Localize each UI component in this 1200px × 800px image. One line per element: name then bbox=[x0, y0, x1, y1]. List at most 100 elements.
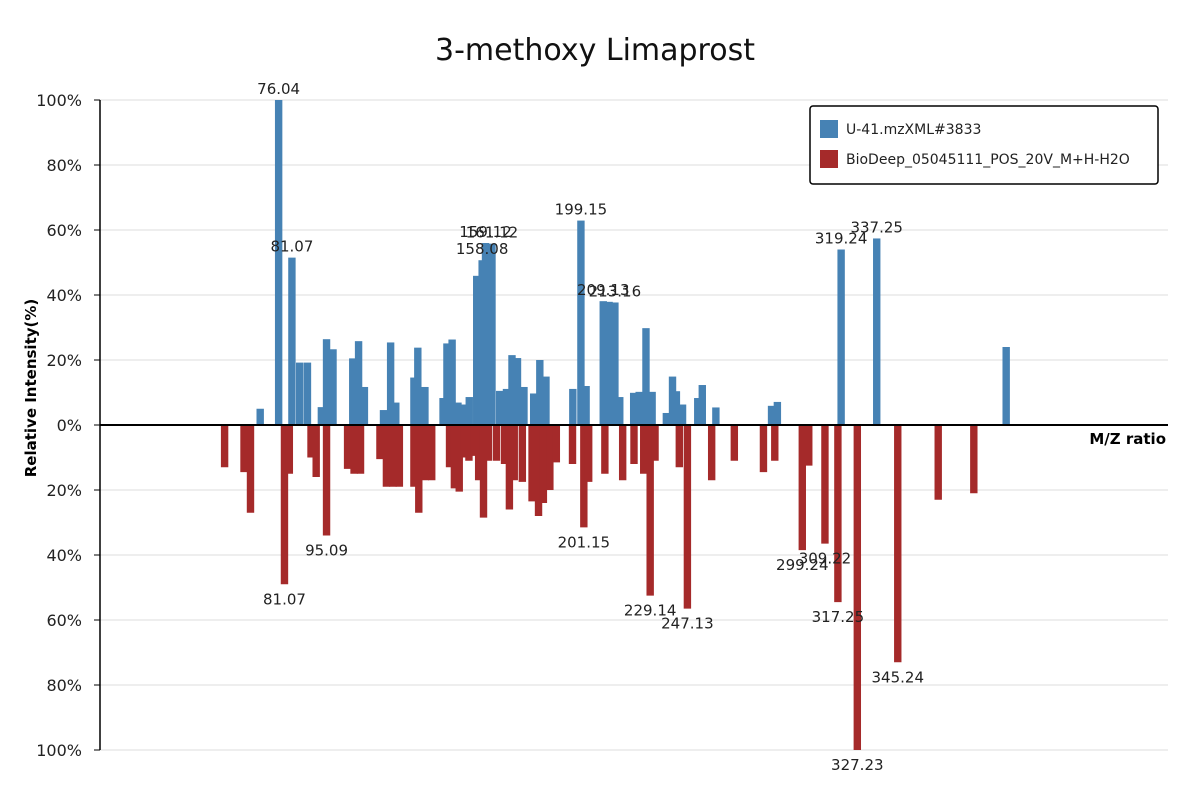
bar-top bbox=[410, 377, 418, 425]
peak-label: 161.12 bbox=[466, 224, 519, 242]
bar-bottom bbox=[934, 425, 942, 500]
bar-top bbox=[873, 238, 881, 425]
peak-label: 345.24 bbox=[872, 668, 925, 686]
peak-label: 327.23 bbox=[831, 756, 884, 774]
bar-top bbox=[288, 257, 296, 425]
bar-top bbox=[303, 362, 312, 425]
bar-bottom bbox=[630, 425, 638, 464]
bar-top bbox=[448, 339, 456, 425]
bar-top bbox=[360, 386, 369, 425]
y-tick-label: 80% bbox=[46, 156, 82, 175]
bar-top bbox=[354, 341, 363, 425]
peak-label: 81.07 bbox=[270, 238, 313, 256]
bar-bottom bbox=[395, 425, 404, 487]
bar-bottom bbox=[646, 425, 654, 596]
bar-bottom bbox=[821, 425, 829, 544]
bar-bottom bbox=[707, 425, 716, 481]
bar-top bbox=[629, 392, 638, 425]
peak-label: 95.09 bbox=[305, 542, 348, 560]
bar-top bbox=[443, 343, 451, 425]
bar-bottom bbox=[759, 425, 768, 473]
peak-label: 299.24 bbox=[776, 556, 829, 574]
peak-label: 319.24 bbox=[815, 230, 868, 248]
bar-top bbox=[577, 220, 585, 425]
y-tick-label: 0% bbox=[57, 416, 82, 435]
bar-bottom bbox=[415, 425, 423, 513]
bar-top bbox=[542, 376, 550, 425]
bar-top bbox=[635, 391, 643, 425]
peak-label: 158.08 bbox=[456, 240, 509, 258]
bar-top bbox=[488, 243, 496, 425]
y-tick-label: 40% bbox=[46, 286, 82, 305]
bar-bottom bbox=[376, 425, 384, 460]
bar-top bbox=[648, 391, 656, 425]
bar-top bbox=[465, 397, 473, 425]
legend: U-41.mzXML#3833 BioDeep_05045111_POS_20V… bbox=[809, 105, 1159, 185]
peak-label: 159.12 bbox=[459, 223, 512, 241]
bar-bottom bbox=[450, 425, 459, 489]
bar-top bbox=[642, 328, 650, 425]
bar-top bbox=[386, 342, 395, 425]
bar-bottom bbox=[421, 425, 429, 481]
bar-top bbox=[599, 301, 607, 425]
series-bottom-bars bbox=[220, 425, 978, 750]
y-axis-title: Relative Intensity(%) bbox=[22, 299, 40, 478]
bar-top bbox=[672, 391, 681, 425]
peak-label: 209.13 bbox=[577, 281, 630, 299]
bar-top bbox=[520, 386, 528, 425]
y-tick-label: 40% bbox=[46, 546, 82, 565]
peak-label: 229.14 bbox=[624, 602, 677, 620]
y-tick-label: 20% bbox=[46, 481, 82, 500]
peak-label: 199.15 bbox=[555, 201, 608, 219]
bar-top bbox=[421, 386, 429, 425]
bar-bottom bbox=[805, 425, 813, 466]
bar-bottom bbox=[500, 425, 509, 464]
bar-top bbox=[529, 393, 538, 425]
bar-top bbox=[317, 407, 326, 425]
bar-bottom bbox=[322, 425, 331, 536]
y-tick-label: 60% bbox=[46, 221, 82, 240]
bar-bottom bbox=[534, 425, 543, 516]
bar-bottom bbox=[428, 425, 436, 481]
bar-bottom bbox=[584, 425, 593, 482]
legend-label-top: U-41.mzXML#3833 bbox=[846, 122, 981, 138]
peak-label: 81.07 bbox=[263, 590, 306, 608]
y-tick-label: 60% bbox=[46, 611, 82, 630]
bar-top bbox=[611, 302, 619, 425]
bar-bottom bbox=[350, 425, 358, 474]
bar-bottom bbox=[546, 425, 554, 490]
bar-bottom bbox=[798, 425, 806, 551]
bar-bottom bbox=[518, 425, 527, 482]
bar-bottom bbox=[505, 425, 514, 510]
peak-label: 213.16 bbox=[589, 282, 642, 300]
bar-bottom bbox=[580, 425, 588, 528]
y-tick-label: 80% bbox=[46, 676, 82, 695]
bar-top bbox=[274, 100, 283, 425]
bar-top bbox=[502, 388, 511, 425]
bar-top bbox=[481, 243, 490, 425]
bar-top bbox=[322, 339, 331, 425]
bar-bottom bbox=[683, 425, 692, 609]
bar-top bbox=[569, 388, 577, 425]
bar-bottom bbox=[640, 425, 648, 474]
bar-bottom bbox=[771, 425, 779, 461]
bar-bottom bbox=[730, 425, 739, 461]
bar-bottom bbox=[510, 425, 518, 481]
axes bbox=[99, 100, 1168, 750]
bar-bottom bbox=[492, 425, 501, 461]
bar-bottom bbox=[460, 425, 468, 458]
bar-top bbox=[668, 376, 677, 425]
bar-top bbox=[473, 275, 481, 425]
legend-box bbox=[809, 105, 1159, 185]
bar-bottom bbox=[675, 425, 684, 468]
bar-top bbox=[773, 401, 782, 425]
series-top-bars bbox=[256, 100, 1010, 425]
bar-top bbox=[256, 408, 264, 425]
bar-bottom bbox=[312, 425, 320, 477]
bar-bottom bbox=[455, 425, 463, 492]
bar-bottom bbox=[246, 425, 255, 513]
bar-bottom bbox=[280, 425, 289, 585]
peak-label: 317.25 bbox=[812, 608, 865, 626]
bar-bottom bbox=[285, 425, 294, 474]
